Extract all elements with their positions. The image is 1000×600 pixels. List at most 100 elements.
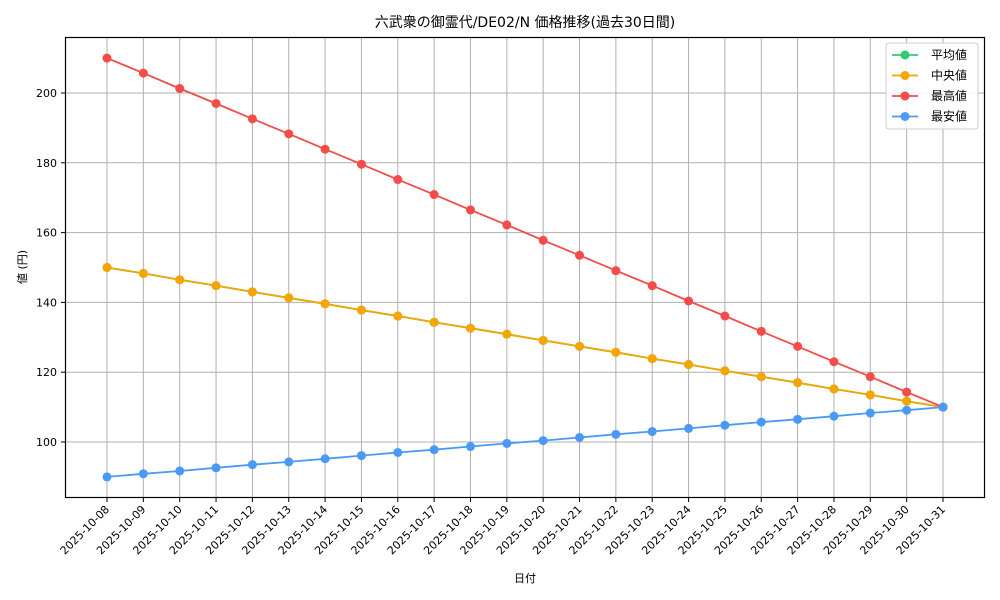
data-point	[320, 454, 330, 464]
series-line	[106, 406, 944, 478]
data-point	[902, 405, 912, 415]
data-point	[320, 299, 330, 309]
data-point	[575, 250, 585, 260]
data-point	[247, 460, 257, 470]
data-point	[720, 420, 730, 430]
data-point	[684, 423, 694, 433]
data-point	[538, 335, 548, 345]
data-point	[284, 293, 294, 303]
data-point	[138, 268, 148, 278]
data-point	[175, 83, 185, 93]
data-point	[211, 281, 221, 291]
data-point	[102, 263, 112, 272]
series-2	[102, 53, 948, 412]
data-point	[284, 457, 294, 467]
data-point	[902, 387, 912, 397]
data-point	[720, 311, 730, 321]
data-point	[175, 466, 185, 476]
y-tick-label: 140	[36, 296, 57, 309]
data-point	[393, 311, 403, 321]
data-point	[829, 384, 839, 394]
series-line	[106, 266, 944, 408]
legend-box	[885, 42, 979, 130]
data-point	[829, 357, 839, 367]
y-axis-ticks: 100 120 140 160 180 200	[36, 87, 65, 449]
data-point	[102, 53, 112, 63]
data-point	[756, 326, 766, 336]
y-tick-label: 180	[36, 157, 57, 170]
data-point	[393, 175, 403, 185]
data-point	[647, 354, 657, 364]
data-point	[720, 366, 730, 376]
data-point	[502, 220, 512, 230]
plot-frame	[64, 36, 986, 499]
y-tick-label: 120	[36, 366, 57, 379]
data-point	[611, 266, 621, 276]
legend-marker	[900, 112, 910, 121]
data-point	[138, 68, 148, 78]
data-point	[102, 472, 112, 482]
data-point	[393, 447, 403, 457]
data-point	[284, 129, 294, 139]
data-point	[538, 436, 548, 446]
data-point	[938, 402, 948, 412]
legend-label: 中央値	[931, 68, 967, 83]
data-point	[538, 235, 548, 245]
chart-title: 六武衆の御霊代/DE02/N 価格推移(過去30日間)	[375, 15, 676, 31]
data-point	[138, 469, 148, 479]
data-point	[684, 296, 694, 306]
y-tick-label: 160	[36, 227, 57, 240]
legend-marker	[900, 91, 910, 101]
data-point	[429, 317, 439, 327]
data-point	[429, 190, 439, 200]
data-point	[793, 341, 803, 351]
x-axis-ticks: 2025-10-082025-10-092025-10-102025-10-11…	[58, 498, 948, 557]
series-lines	[102, 53, 948, 482]
data-point	[465, 442, 475, 452]
data-point	[575, 341, 585, 351]
data-point	[465, 323, 475, 333]
y-tick-label: 200	[36, 87, 57, 100]
data-point	[429, 445, 439, 455]
data-point	[793, 414, 803, 424]
data-point	[502, 438, 512, 448]
data-point	[175, 275, 185, 285]
data-point	[647, 427, 657, 437]
y-tick-label: 100	[36, 436, 57, 449]
data-point	[829, 411, 839, 421]
data-point	[356, 159, 366, 169]
data-point	[465, 205, 475, 215]
series-3	[102, 402, 948, 482]
data-point	[865, 372, 875, 382]
series-1	[102, 263, 948, 412]
data-point	[502, 329, 512, 339]
grid-lines	[65, 37, 985, 498]
data-point	[647, 281, 657, 291]
data-point	[247, 287, 257, 297]
legend-label: 平均値	[931, 47, 967, 62]
data-point	[865, 390, 875, 400]
data-point	[902, 396, 912, 406]
x-axis-label: 日付	[514, 572, 536, 585]
data-point	[865, 408, 875, 418]
data-point	[611, 429, 621, 439]
legend-label: 最高値	[931, 88, 967, 103]
legend-marker	[900, 50, 910, 60]
data-point	[611, 347, 621, 357]
y-axis-label: 値 (円)	[16, 250, 29, 284]
data-point	[356, 451, 366, 461]
data-point	[684, 360, 694, 370]
data-point	[211, 98, 221, 108]
legend-marker	[900, 71, 910, 80]
data-point	[575, 432, 585, 442]
data-point	[756, 372, 766, 382]
data-point	[211, 463, 221, 473]
series-line	[106, 57, 944, 408]
data-point	[793, 378, 803, 388]
data-point	[247, 114, 257, 124]
data-point	[756, 417, 766, 427]
data-point	[356, 305, 366, 315]
legend-label: 最安値	[931, 109, 967, 124]
